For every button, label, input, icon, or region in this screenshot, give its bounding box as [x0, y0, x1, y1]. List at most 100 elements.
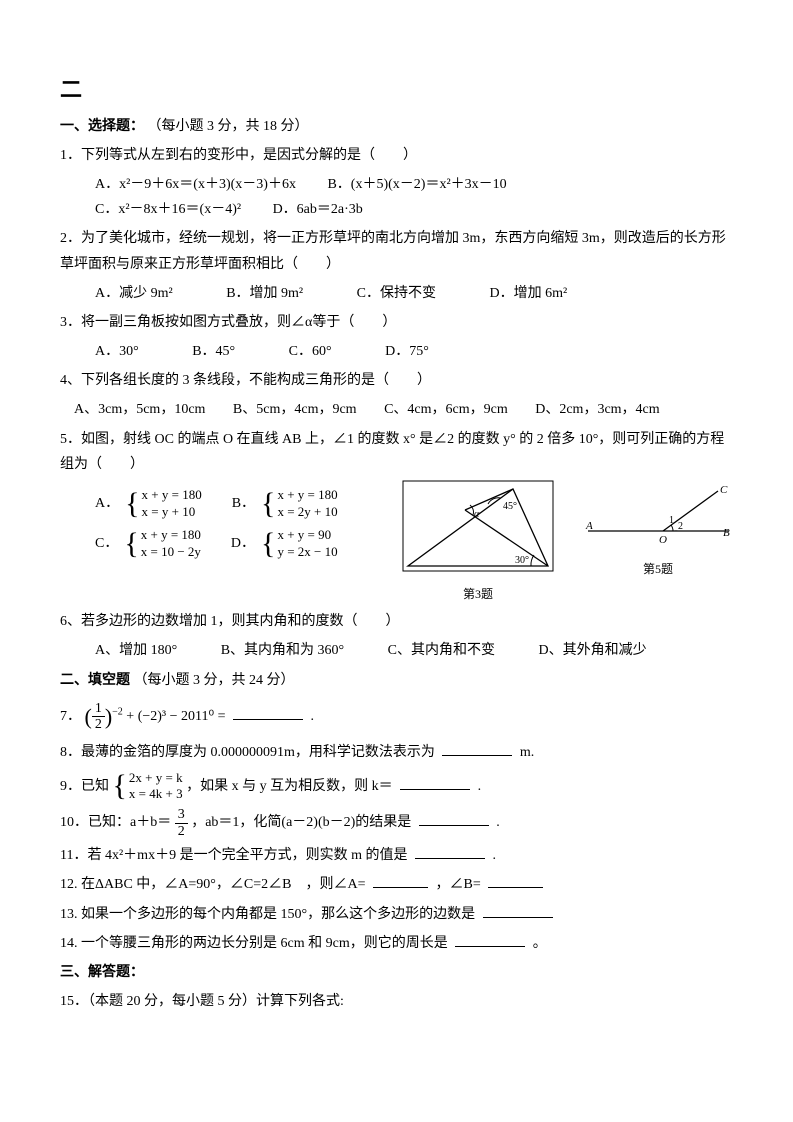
q5-stem: 5．如图，射线 OC 的端点 O 在直线 AB 上，∠1 的度数 x° 是∠2 …	[60, 427, 733, 477]
q7-blank	[233, 705, 303, 720]
q2-stem: 2．为了美化城市，经统一规划，将一正方形草坪的南北方向增加 3m，东西方向缩短 …	[60, 226, 733, 276]
q1-stem: 1．下列等式从左到右的变形中，是因式分解的是（ ）	[60, 143, 733, 168]
q5-opt-d: D． { x + y = 90 y = 2x − 10	[231, 527, 338, 561]
q4-stem: 4、下列各组长度的 3 条线段，不能构成三角形的是（ ）	[60, 368, 733, 393]
q6-opt-c: C、其内角和不变	[388, 638, 495, 663]
q8-pre: 8．最薄的金箔的厚度为 0.000000091m，用科学记数法表示为	[60, 745, 435, 760]
section-1-head: 一、选择题： （每小题 3 分，共 18 分）	[60, 114, 733, 139]
q5-b-eq1: x + y = 180	[277, 487, 337, 504]
q5-c-eq1: x + y = 180	[141, 527, 201, 544]
q2-opt-a: A．减少 9m²	[95, 281, 173, 306]
q10: 10．已知：a＋b＝ 32 ，ab＝1，化简(a－2)(b－2)的结果是 .	[60, 807, 733, 839]
q8-post: m.	[520, 745, 534, 760]
q14-blank	[455, 932, 525, 947]
q2-opt-c: C．保持不变	[357, 281, 436, 306]
q8-blank	[442, 741, 512, 756]
q5-opt-b: B． { x + y = 180 x = 2y + 10	[232, 487, 338, 521]
q1-options-row2: C．x²－8x＋16＝(x－4)² D．6ab＝2a·3b	[60, 197, 733, 222]
q6-opt-a: A、增加 180°	[95, 638, 177, 663]
figure-q3: 45° α 30° 第3题	[403, 481, 553, 605]
q10-pre: 10．已知：a＋b＝	[60, 815, 171, 830]
q10-mid: ，ab＝1，化简(a－2)(b－2)的结果是	[191, 815, 411, 830]
q6-opt-b: B、其内角和为 360°	[221, 638, 344, 663]
q10-frac-n: 3	[175, 807, 188, 823]
q9-post: .	[478, 779, 482, 794]
q5-a-label: A．	[95, 491, 119, 516]
ray-on-line-diagram: A B C O 1 2	[583, 481, 733, 551]
fig5-label-1: 1	[669, 515, 674, 526]
q5-options-row1: A． { x + y = 180 x = y + 10 B． { x + y =…	[60, 487, 389, 521]
q2-stem-text: 2．为了美化城市，经统一规划，将一正方形草坪的南北方向增加 3m，东西方向缩短 …	[60, 231, 726, 271]
q6-options: A、增加 180° B、其内角和为 360° C、其内角和不变 D、其外角和减少	[60, 638, 733, 663]
q5-b-label: B．	[232, 491, 255, 516]
q1-opt-c: C．x²－8x＋16＝(x－4)²	[95, 197, 241, 222]
q5-opt-c: C． { x + y = 180 x = 10 − 2y	[95, 527, 201, 561]
q10-frac-d: 2	[175, 824, 188, 839]
q8: 8．最薄的金箔的厚度为 0.000000091m，用科学记数法表示为 m.	[60, 740, 733, 765]
q2-options: A．减少 9m² B．增加 9m² C．保持不变 D．增加 6m²	[60, 281, 733, 306]
q5-body: A． { x + y = 180 x = y + 10 B． { x + y =…	[60, 481, 733, 605]
section-1-sub: （每小题 3 分，共 18 分）	[148, 119, 309, 134]
q5-opt-a: A． { x + y = 180 x = y + 10	[95, 487, 202, 521]
q1-opt-b: B．(x＋5)(x－2)＝x²＋3x－10	[327, 172, 506, 197]
q5-d-label: D．	[231, 531, 255, 556]
q4-options: A、3cm，5cm，10cm B、5cm，4cm，9cm C、4cm，6cm，9…	[60, 397, 733, 422]
q14: 14. 一个等腰三角形的两边长分别是 6cm 和 9cm，则它的周长是 。	[60, 931, 733, 956]
q9-eq1: 2x + y = k	[129, 770, 183, 787]
fig5-label-2: 2	[678, 521, 683, 532]
q3-opt-d: D．75°	[385, 339, 429, 364]
q3-opt-c: C．60°	[289, 339, 332, 364]
triangle-overlay-diagram: 45° α 30°	[403, 481, 553, 576]
q3-opt-a: A．30°	[95, 339, 139, 364]
q11: 11．若 4x²＋mx＋9 是一个完全平方式，则实数 m 的值是 .	[60, 843, 733, 868]
fig5-label-a: A	[585, 520, 593, 532]
page-header-mark: 二	[60, 70, 733, 110]
q12-pre: 12. 在ΔABC 中，∠A=90°，∠C=2∠B ，则∠A=	[60, 877, 365, 892]
fig3-label-45: 45°	[503, 501, 517, 512]
q3-stem: 3．将一副三角板按如图方式叠放，则∠α等于（ ）	[60, 310, 733, 335]
q14-post: 。	[533, 936, 547, 951]
q6-opt-d: D、其外角和减少	[539, 638, 647, 663]
q9-blank	[400, 775, 470, 790]
q11-blank	[415, 844, 485, 859]
q12-mid: ，∠B=	[435, 877, 480, 892]
q10-blank	[419, 811, 489, 826]
q13: 13. 如果一个多边形的每个内角都是 150°，那么这个多边形的边数是	[60, 902, 733, 927]
section-1-title: 一、选择题：	[60, 119, 144, 134]
q5-c-eq2: x = 10 − 2y	[141, 544, 201, 561]
fig3-label-30: 30°	[515, 555, 529, 566]
q1-options-row1: A．x²－9＋6x＝(x＋3)(x－3)＋6x B．(x＋5)(x－2)＝x²＋…	[60, 172, 733, 197]
fig5-label-c: C	[720, 484, 728, 496]
q7-post: .	[311, 709, 315, 724]
q1-opt-d: D．6ab＝2a·3b	[273, 197, 363, 222]
q11-post: .	[492, 848, 496, 863]
q12-blank-2	[488, 873, 543, 888]
q11-pre: 11．若 4x²＋mx＋9 是一个完全平方式，则实数 m 的值是	[60, 848, 407, 863]
q9-pre: 9．已知	[60, 779, 109, 794]
q3-options: A．30° B．45° C．60° D．75°	[60, 339, 733, 364]
q9-mid: ，如果 x 与 y 互为相反数，则 k＝	[186, 779, 393, 794]
q2-opt-d: D．增加 6m²	[489, 281, 567, 306]
q4-opt-d: D、2cm，3cm，4cm	[535, 402, 659, 417]
fig5-caption: 第5题	[583, 559, 733, 581]
figures: 45° α 30° 第3题 A B C O 1 2 第5题	[403, 481, 733, 605]
q12-blank-1	[373, 873, 428, 888]
fig5-label-b: B	[723, 527, 730, 539]
fig5-label-o: O	[659, 534, 667, 546]
q4-opt-c: C、4cm，6cm，9cm	[384, 402, 508, 417]
q3-opt-b: B．45°	[192, 339, 235, 364]
fig3-caption: 第3题	[403, 584, 553, 606]
section-3-title: 三、解答题：	[60, 965, 144, 980]
q4-opt-a: A、3cm，5cm，10cm	[74, 402, 205, 417]
q5-d-eq1: x + y = 90	[277, 527, 337, 544]
q6-stem: 6、若多边形的边数增加 1，则其内角和的度数（ ）	[60, 609, 733, 634]
q2-opt-b: B．增加 9m²	[226, 281, 303, 306]
q13-pre: 13. 如果一个多边形的每个内角都是 150°，那么这个多边形的边数是	[60, 907, 475, 922]
q10-post: .	[496, 815, 500, 830]
q9-eq2: x = 4k + 3	[129, 786, 183, 803]
fig3-label-alpha: α	[474, 509, 480, 520]
section-2-sub: （每小题 3 分，共 24 分）	[134, 673, 295, 688]
q7-mid: + (−2)³ − 2011⁰ =	[126, 709, 225, 724]
q1-opt-a: A．x²－9＋6x＝(x＋3)(x－3)＋6x	[95, 172, 296, 197]
section-3-head: 三、解答题：	[60, 960, 733, 985]
